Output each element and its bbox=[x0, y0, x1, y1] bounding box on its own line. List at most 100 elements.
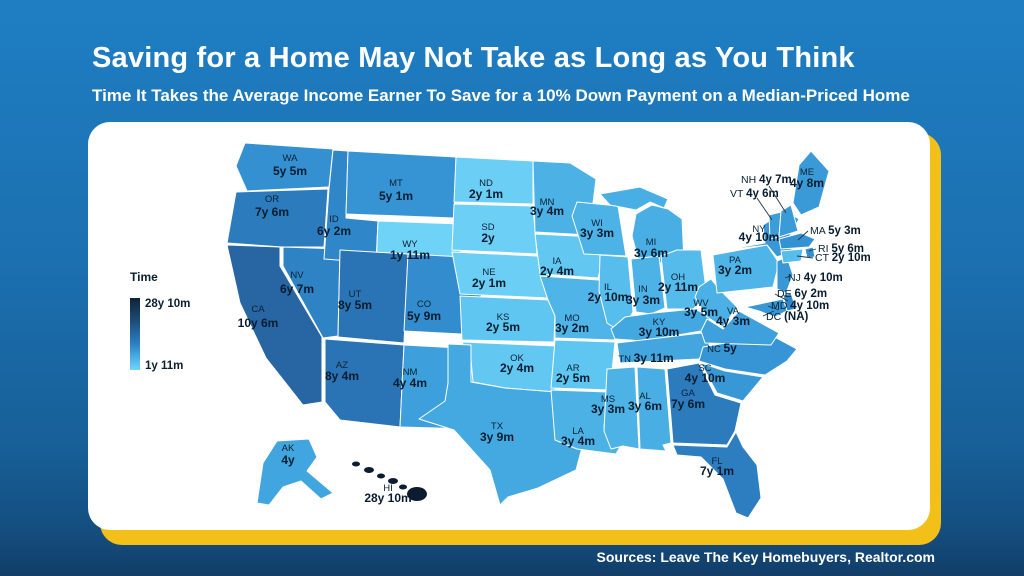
state-label-ga: 7y 6m bbox=[671, 397, 705, 411]
state-label-ri: RI 5y 6m bbox=[818, 243, 864, 255]
state-shape-al bbox=[636, 366, 672, 452]
state-shape-sc bbox=[700, 362, 764, 402]
state-shape-mi bbox=[599, 186, 669, 211]
state-label-oh: OH bbox=[671, 272, 685, 283]
state-label-mn: 3y 4m bbox=[530, 204, 564, 218]
state-label-fl: FL bbox=[711, 456, 722, 467]
state-label-va: VA bbox=[727, 306, 740, 317]
leader-line-ct bbox=[796, 255, 814, 259]
state-shape-nd bbox=[453, 156, 534, 205]
state-label-wv: WV bbox=[693, 298, 709, 309]
state-label-dc: DC (NA) bbox=[766, 311, 809, 323]
state-label-wv: 3y 5m bbox=[684, 305, 718, 319]
state-label-sd: 2y bbox=[481, 231, 495, 245]
leader-line-ma bbox=[797, 230, 809, 241]
state-label-nm: 4y 4m bbox=[393, 376, 427, 390]
state-label-ak: AK bbox=[282, 443, 295, 454]
state-label-sc: 4y 10m bbox=[685, 371, 726, 385]
state-label-al: AL bbox=[639, 391, 651, 402]
state-label-de: DE 6y 2m bbox=[777, 288, 827, 300]
state-label-mt: 5y 1m bbox=[379, 189, 413, 203]
state-label-ny: NY bbox=[752, 224, 766, 235]
state-shape-va bbox=[700, 310, 780, 346]
state-label-nv: 6y 7m bbox=[280, 282, 314, 296]
state-label-vt: VT 4y 6m bbox=[730, 188, 779, 200]
state-label-il: 2y 10m bbox=[588, 290, 629, 304]
state-label-tx: TX bbox=[491, 421, 504, 432]
state-label-ky: KY bbox=[653, 317, 666, 328]
state-label-co: CO bbox=[417, 299, 431, 310]
state-shape-ri bbox=[804, 246, 816, 259]
state-shape-ct bbox=[780, 248, 804, 264]
state-label-la: 3y 4m bbox=[561, 434, 595, 448]
state-shape-mi bbox=[631, 204, 685, 266]
state-shape-ak bbox=[256, 438, 334, 506]
state-label-nc: NC 5y bbox=[707, 341, 737, 355]
sources-text: Sources: Leave The Key Homebuyers, Realt… bbox=[596, 549, 935, 565]
state-label-hi: 28y 10m bbox=[364, 491, 411, 505]
state-label-hi: HI bbox=[383, 483, 393, 494]
state-label-ok: 2y 4m bbox=[500, 361, 534, 375]
state-label-pa: 3y 2m bbox=[718, 263, 752, 277]
leader-line-md bbox=[767, 305, 780, 311]
state-label-ga: GA bbox=[681, 388, 695, 399]
state-label-sc: SC bbox=[698, 363, 711, 374]
state-label-nj: NJ 4y 10m bbox=[788, 272, 843, 284]
state-label-wi: WI bbox=[591, 218, 603, 229]
state-label-ms: 3y 3m bbox=[591, 402, 625, 416]
state-label-ca: 10y 6m bbox=[238, 316, 279, 330]
state-label-ut: 8y 5m bbox=[338, 298, 372, 312]
state-label-in: IN bbox=[638, 284, 648, 295]
leader-line-ri bbox=[808, 248, 817, 252]
legend-title: Time bbox=[130, 270, 158, 284]
state-label-mi: 3y 6m bbox=[634, 246, 668, 260]
state-label-nd: 2y 1m bbox=[469, 187, 503, 201]
state-label-wy: WY bbox=[402, 239, 418, 250]
state-shape-ca bbox=[226, 244, 323, 406]
state-label-ak: 4y bbox=[281, 453, 295, 467]
state-label-in: 3y 3m bbox=[626, 293, 660, 307]
state-label-ks: 2y 5m bbox=[486, 320, 520, 334]
state-label-az: AZ bbox=[336, 360, 348, 371]
state-label-ne: NE bbox=[482, 267, 495, 278]
state-shape-hi bbox=[352, 461, 360, 467]
state-shape-hi bbox=[388, 478, 398, 484]
state-label-il: IL bbox=[604, 282, 612, 293]
state-label-mo: MO bbox=[564, 313, 579, 324]
state-label-al: 3y 6m bbox=[628, 399, 662, 413]
state-label-me: 4y 8m bbox=[790, 176, 824, 190]
state-label-or: OR bbox=[265, 194, 279, 205]
state-shape-hi bbox=[407, 487, 427, 501]
state-shape-hi bbox=[399, 484, 407, 490]
color-legend: Time 28y 10m 1y 11m bbox=[130, 270, 220, 372]
state-shape-hi bbox=[364, 467, 374, 473]
state-label-id: ID bbox=[329, 214, 339, 225]
state-label-ca: CA bbox=[251, 304, 265, 315]
page-subtitle: Time It Takes the Average Income Earner … bbox=[92, 86, 910, 105]
state-label-nv: NV bbox=[290, 270, 304, 281]
state-label-mi: MI bbox=[646, 237, 657, 248]
state-label-ar: AR bbox=[566, 363, 579, 374]
state-label-sd: SD bbox=[481, 222, 494, 233]
state-label-az: 8y 4m bbox=[325, 369, 359, 383]
leader-line-nj bbox=[784, 275, 791, 279]
state-label-tn: TN 3y 11m bbox=[618, 351, 673, 365]
state-label-nd: ND bbox=[479, 178, 493, 189]
state-shape-wv bbox=[694, 278, 738, 328]
state-label-ia: 2y 4m bbox=[540, 264, 574, 278]
state-label-or: 7y 6m bbox=[255, 205, 289, 219]
state-label-pa: PA bbox=[729, 255, 742, 266]
state-shape-hi bbox=[377, 473, 385, 479]
state-label-ms: MS bbox=[601, 394, 615, 405]
state-shape-ut bbox=[337, 249, 409, 344]
state-label-ky: 3y 10m bbox=[639, 325, 680, 339]
state-shape-ma bbox=[778, 232, 816, 250]
state-label-ct: CT 2y 10m bbox=[815, 252, 871, 264]
state-label-me: ME bbox=[800, 167, 814, 178]
state-shape-or bbox=[226, 188, 329, 248]
leader-line-vt bbox=[756, 197, 773, 221]
state-label-wa: 5y 5m bbox=[273, 164, 307, 178]
leader-line-de bbox=[774, 293, 789, 302]
state-shape-ne bbox=[451, 251, 550, 299]
